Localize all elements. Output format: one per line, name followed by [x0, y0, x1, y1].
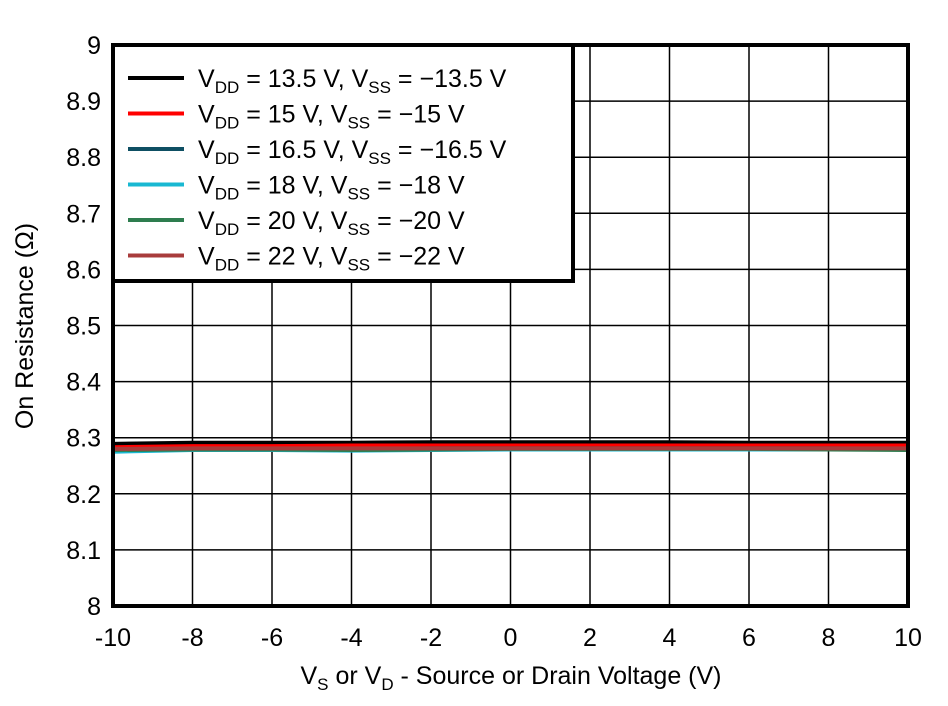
- x-tick-label: -4: [340, 624, 362, 652]
- legend-entry: VDD = 15 V, VSS = −15 V: [198, 101, 465, 133]
- y-tick-label: 8.7: [66, 200, 101, 228]
- y-tick-label: 8.6: [66, 256, 101, 284]
- legend-entry: VDD = 18 V, VSS = −18 V: [198, 172, 465, 204]
- x-tick-label: -8: [181, 624, 203, 652]
- series-line: [112, 446, 908, 451]
- y-tick-label: 8.5: [66, 313, 101, 341]
- legend-entry: VDD = 13.5 V, VSS = −13.5 V: [198, 65, 507, 97]
- y-tick-label: 8: [87, 593, 101, 621]
- x-tick-labels: -10 -8 -6 -4 -2 0 2 4 6 8 10: [95, 624, 922, 652]
- y-tick-label: 8.8: [66, 144, 101, 172]
- legend-box: [111, 43, 575, 283]
- legend-entry: VDD = 16.5 V, VSS = −16.5 V: [198, 136, 507, 168]
- y-tick-labels: 8 8.1 8.2 8.3 8.4 8.5 8.6 8.7 8.8 8.9 9: [66, 32, 101, 621]
- x-axis-label: VS or VD - Source or Drain Voltage (V): [300, 662, 721, 694]
- legend: VDD = 13.5 V, VSS = −13.5 V VDD = 15 V, V…: [111, 43, 575, 283]
- x-tick-label: -2: [420, 624, 442, 652]
- series-line: [112, 443, 908, 450]
- y-tick-label: 8.2: [66, 481, 101, 509]
- y-tick-label: 8.9: [66, 88, 101, 116]
- series-lines: [112, 440, 909, 454]
- x-tick-label: -6: [261, 624, 283, 652]
- y-axis-label: On Resistance (Ω): [11, 223, 39, 429]
- y-tick-label: 8.3: [66, 425, 101, 453]
- legend-entry: VDD = 22 V, VSS = −22 V: [198, 243, 465, 275]
- x-tick-label: 10: [894, 624, 922, 652]
- x-tick-label: 8: [822, 624, 836, 652]
- x-tick-label: 6: [742, 624, 756, 652]
- x-tick-label: 2: [583, 624, 597, 652]
- y-tick-label: 8.1: [66, 537, 101, 565]
- x-tick-label: 0: [504, 624, 518, 652]
- x-tick-label: 4: [663, 624, 677, 652]
- y-tick-label: 9: [87, 32, 101, 60]
- y-tick-label: 8.4: [66, 369, 101, 397]
- x-tick-label: -10: [95, 624, 131, 652]
- series-line: [112, 440, 908, 446]
- legend-entry: VDD = 20 V, VSS = −20 V: [198, 207, 465, 239]
